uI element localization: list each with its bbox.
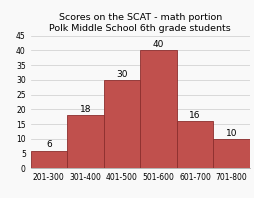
Text: 40: 40 xyxy=(152,40,164,49)
Bar xyxy=(176,121,213,168)
Text: 6: 6 xyxy=(46,140,52,149)
Text: 18: 18 xyxy=(79,105,91,114)
Text: 10: 10 xyxy=(225,129,236,138)
Title: Scores on the SCAT - math portion
Polk Middle School 6th grade students: Scores on the SCAT - math portion Polk M… xyxy=(49,13,230,33)
Text: 16: 16 xyxy=(188,111,200,120)
Bar xyxy=(103,80,140,168)
Bar xyxy=(213,139,249,168)
Bar xyxy=(30,151,67,168)
Text: 30: 30 xyxy=(116,70,127,79)
Bar xyxy=(140,50,176,168)
Bar xyxy=(67,115,103,168)
